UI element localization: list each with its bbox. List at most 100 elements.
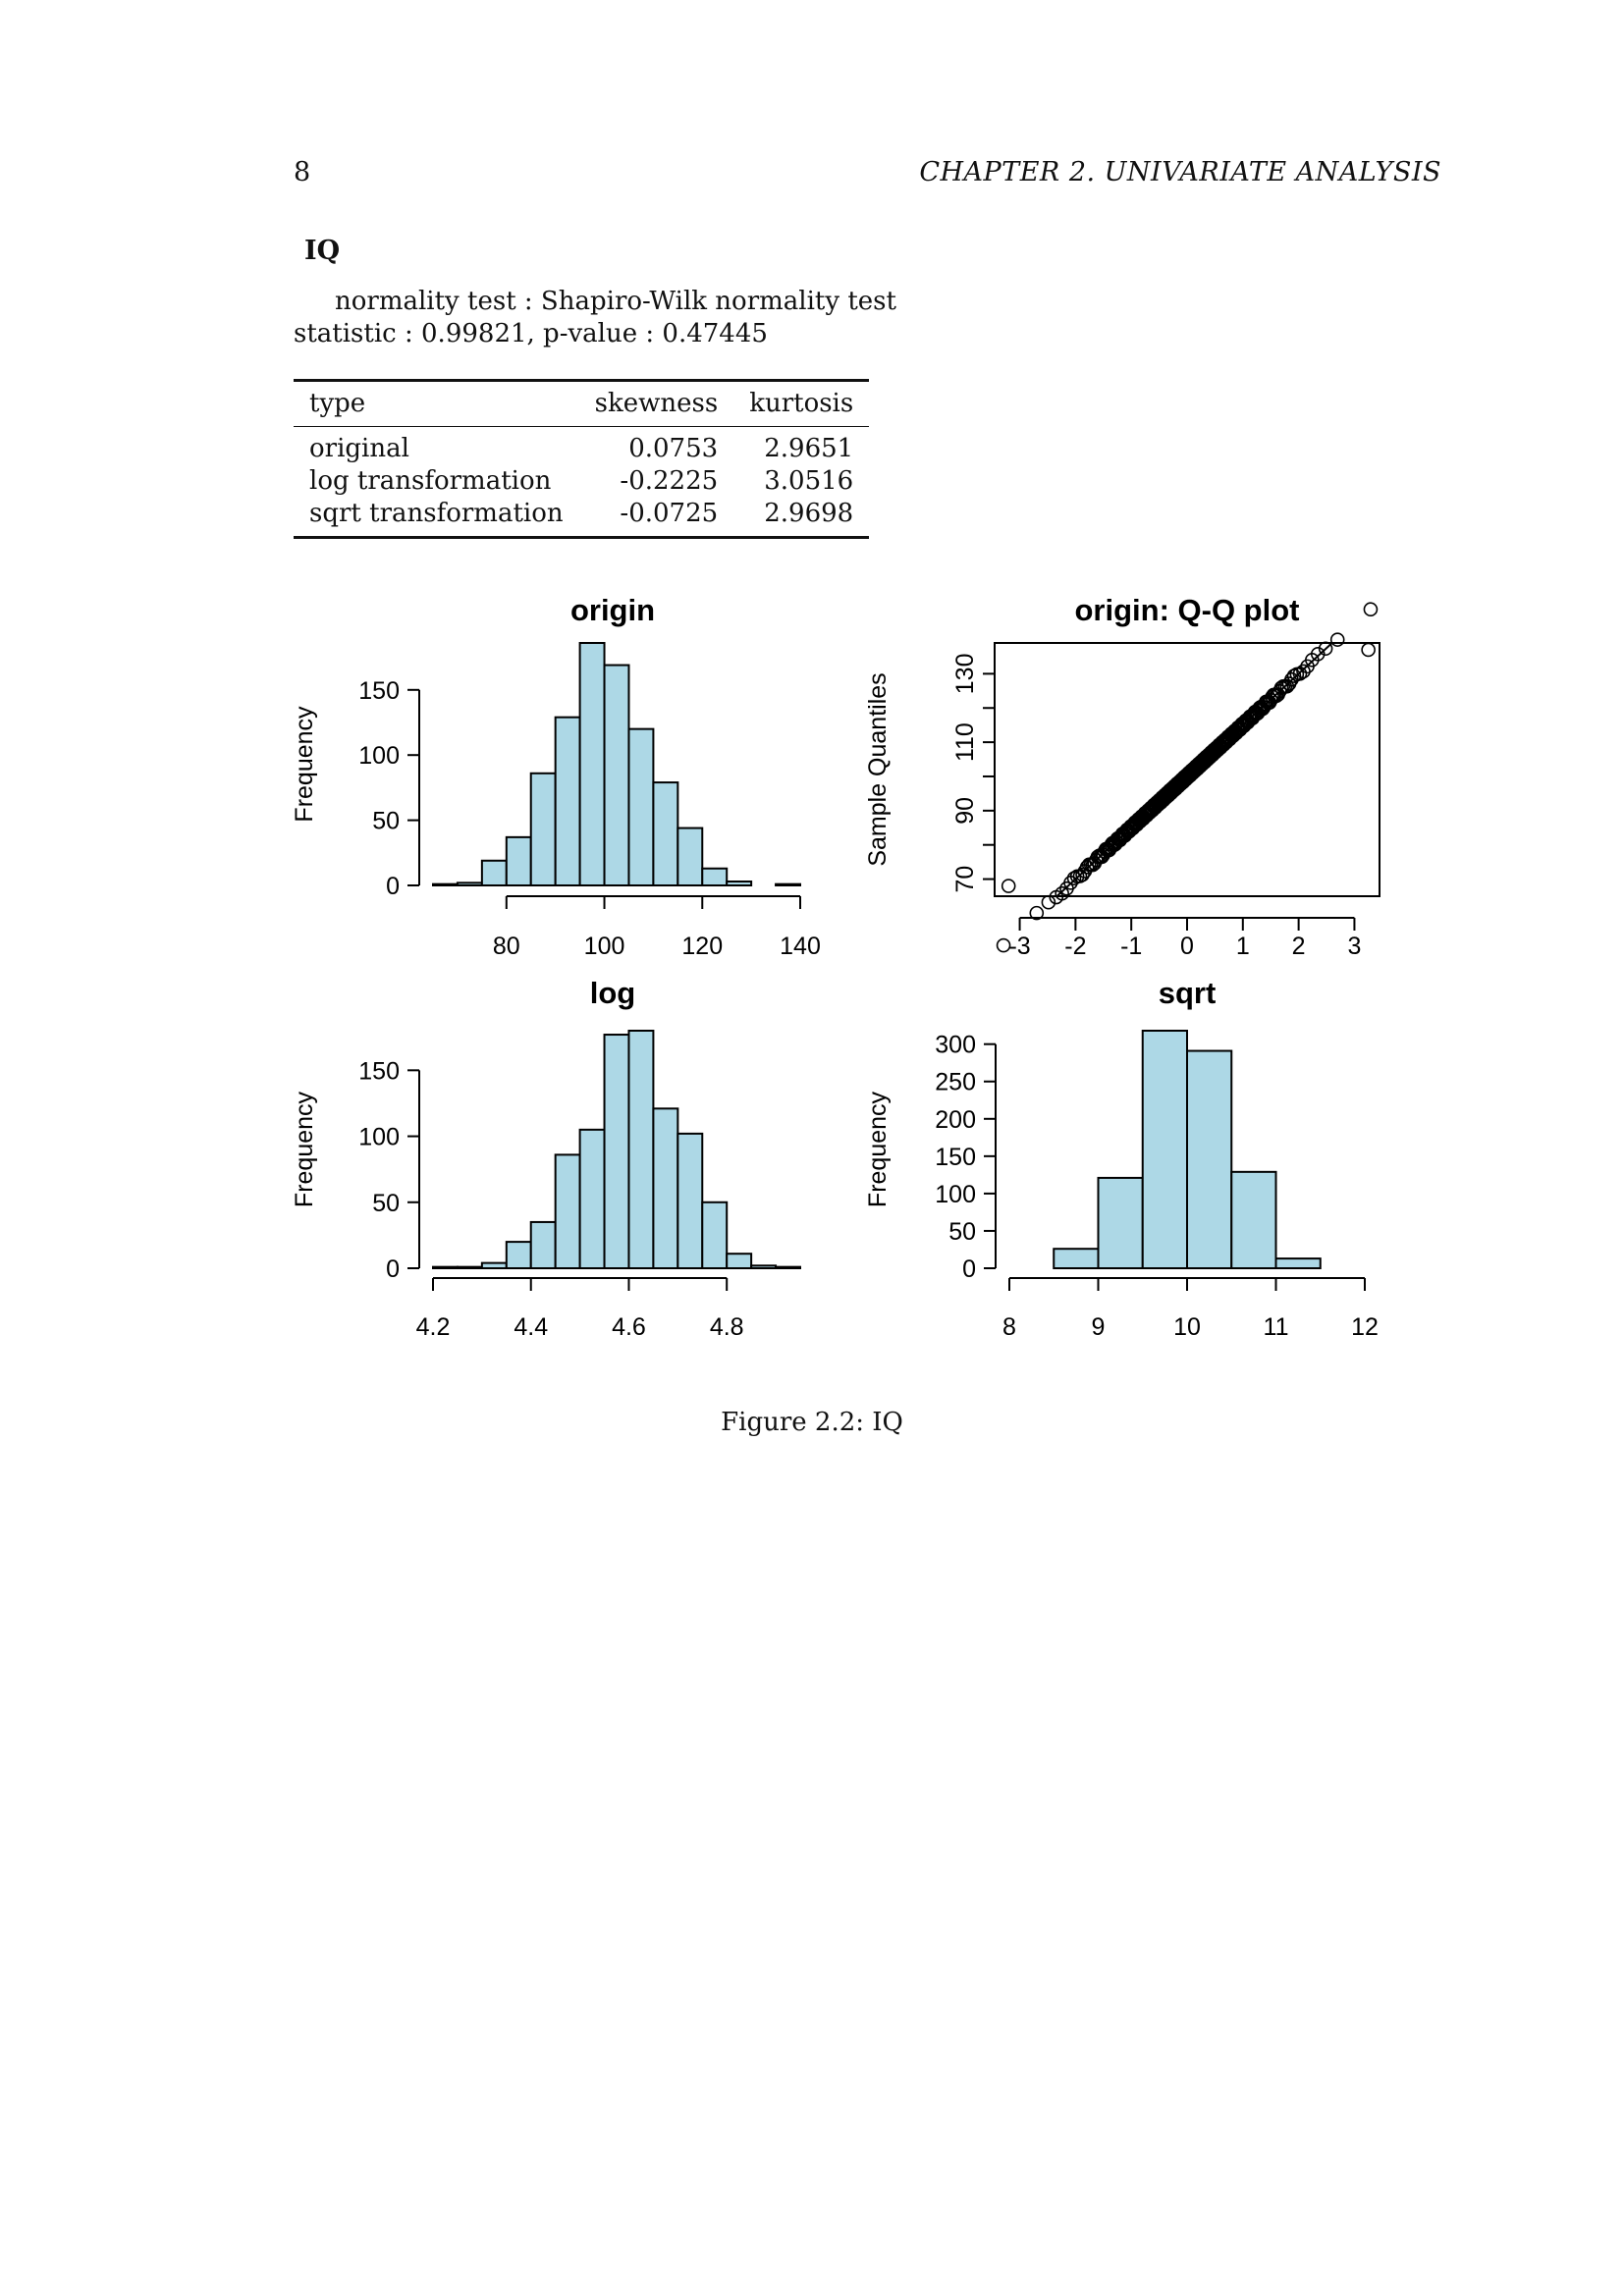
- qq-point: [1329, 632, 1345, 647]
- qq-points: [996, 602, 1379, 953]
- bar: [529, 772, 557, 887]
- y-tick-label: 50: [948, 1218, 976, 1246]
- bar: [529, 1220, 557, 1270]
- bar: [603, 664, 630, 886]
- row-kurtosis: 3.0516: [764, 466, 854, 496]
- table-header-row: type skewness kurtosis: [294, 379, 870, 427]
- qq-point: [1296, 664, 1311, 679]
- bar: [603, 1034, 630, 1269]
- row-kurtosis: 2.9651: [764, 434, 854, 463]
- qq-point: [1292, 666, 1308, 681]
- x-tick-label: 10: [1173, 1313, 1201, 1341]
- qq-point: [1318, 641, 1333, 657]
- y-tick-label: 110: [951, 722, 979, 762]
- chart-panel-4: sqrt Frequency 0 50 100 150 200 250 300 8 9 10 11 12: [864, 976, 1379, 1341]
- x-axis: 80 100 120 140: [493, 895, 821, 960]
- x-tick-label: 100: [584, 933, 625, 960]
- bar: [554, 1153, 581, 1270]
- qq-point: [1363, 602, 1379, 617]
- bar: [480, 859, 508, 886]
- y-tick-label: 100: [358, 742, 400, 770]
- chart-panel-1: origin Frequency 0 50 100 150 80 100 120 140: [291, 593, 821, 960]
- plot-frame: [994, 642, 1380, 897]
- table-row: log transformation -0.2225 3.0516: [294, 465, 869, 498]
- bar: [701, 867, 729, 887]
- y-axis: 0 50 100 150: [358, 1057, 420, 1283]
- x-axis: 4.2 4.4 4.6 4.8: [416, 1277, 744, 1341]
- qq-point: [1072, 869, 1088, 883]
- qq-point: [1075, 867, 1090, 882]
- y-tick-label: 90: [951, 797, 979, 825]
- x-tick-label: -2: [1064, 933, 1086, 960]
- y-tick-label: 0: [386, 1255, 400, 1283]
- y-axis: 70 90 110 130: [951, 654, 995, 892]
- bar: [652, 781, 679, 886]
- bar: [627, 727, 655, 886]
- row-skewness: 0.0753: [628, 434, 719, 463]
- x-axis: -3 -2 -1 0 1 2 3: [1008, 917, 1361, 960]
- bars: [1053, 1030, 1322, 1270]
- bar: [505, 835, 532, 887]
- y-tick-label: 300: [935, 1032, 976, 1059]
- qq-point: [1029, 905, 1045, 921]
- figure-caption: Figure 2.2: IQ: [721, 1408, 903, 1437]
- qq-point: [1066, 871, 1082, 886]
- bar: [627, 1030, 655, 1269]
- running-head: CHAPTER 2. UNIVARIATE ANALYSIS: [919, 157, 1441, 187]
- row-skewness: -0.2225: [620, 466, 719, 496]
- row-type: sqrt transformation: [294, 498, 579, 539]
- y-axis-label: Frequency: [864, 1091, 892, 1207]
- bar: [432, 1265, 459, 1269]
- y-tick-label: 100: [358, 1124, 400, 1151]
- x-tick-label: 9: [1092, 1313, 1106, 1341]
- y-axis: 0 50 100 150 200 250 300: [935, 1032, 997, 1283]
- x-tick-label: 8: [1002, 1313, 1016, 1341]
- x-tick-label: 4.8: [710, 1313, 744, 1341]
- chart-panel-2: origin: Q-Q plot Sample Quantiles 70 90 110 1…: [864, 593, 1380, 960]
- chart-title: origin: Q-Q plot: [1074, 593, 1299, 627]
- row-type: log transformation: [309, 466, 552, 496]
- normality-test-line: normality test : Shapiro-Wilk normality …: [335, 287, 896, 316]
- bar: [1053, 1248, 1100, 1270]
- table-row: original 0.0753 2.9651: [294, 427, 869, 466]
- chart-panel-3: log Frequency 0 50 100 150 4.2 4.4 4.6 4.8: [291, 976, 801, 1341]
- chart-title: sqrt: [1159, 976, 1217, 1010]
- skewness-kurtosis-table: type skewness kurtosis original 0.0753 2…: [294, 379, 870, 539]
- bar: [432, 882, 459, 887]
- bar: [578, 1128, 606, 1270]
- qq-point: [996, 937, 1011, 953]
- y-tick-label: 130: [951, 654, 979, 695]
- bars: [432, 642, 801, 887]
- row-type: original: [309, 434, 409, 463]
- bar: [677, 1132, 704, 1270]
- bar: [456, 1265, 483, 1269]
- y-tick-label: 150: [358, 677, 400, 705]
- x-tick-label: 80: [493, 933, 520, 960]
- bar: [1186, 1049, 1233, 1269]
- y-tick-label: 250: [935, 1069, 976, 1096]
- y-tick-label: 0: [386, 873, 400, 900]
- bar: [456, 881, 483, 887]
- x-tick-label: -3: [1008, 933, 1030, 960]
- y-axis-label: Frequency: [291, 706, 318, 823]
- y-tick-label: 0: [962, 1255, 976, 1283]
- header-type: type: [294, 379, 579, 427]
- chart-title: origin: [570, 593, 655, 627]
- section-title: IQ: [304, 236, 341, 266]
- y-axis: 0 50 100 150: [358, 677, 420, 900]
- y-tick-label: 150: [358, 1057, 400, 1085]
- y-tick-label: 100: [935, 1181, 976, 1208]
- x-tick-label: 4.6: [612, 1313, 646, 1341]
- x-tick-label: 1: [1236, 933, 1250, 960]
- x-tick-label: 11: [1264, 1313, 1289, 1341]
- bar: [775, 882, 801, 887]
- qq-point: [1361, 642, 1376, 658]
- bar: [578, 642, 606, 886]
- x-tick-label: 4.4: [514, 1313, 548, 1341]
- bar: [1141, 1030, 1188, 1269]
- bar: [480, 1261, 508, 1269]
- qq-point: [1041, 894, 1056, 910]
- header-skewness: skewness: [578, 379, 734, 427]
- x-tick-label: 140: [780, 933, 821, 960]
- bar: [1274, 1257, 1322, 1270]
